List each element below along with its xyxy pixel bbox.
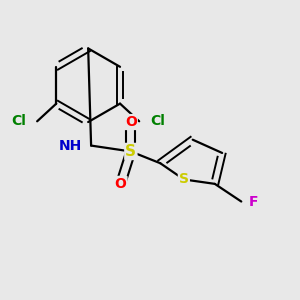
Text: O: O (115, 177, 127, 191)
Text: F: F (249, 194, 258, 208)
Text: S: S (125, 144, 136, 159)
Text: O: O (125, 115, 137, 129)
Text: Cl: Cl (11, 114, 26, 128)
Text: Cl: Cl (150, 114, 165, 128)
Text: S: S (179, 172, 189, 186)
Text: NH: NH (59, 139, 82, 153)
